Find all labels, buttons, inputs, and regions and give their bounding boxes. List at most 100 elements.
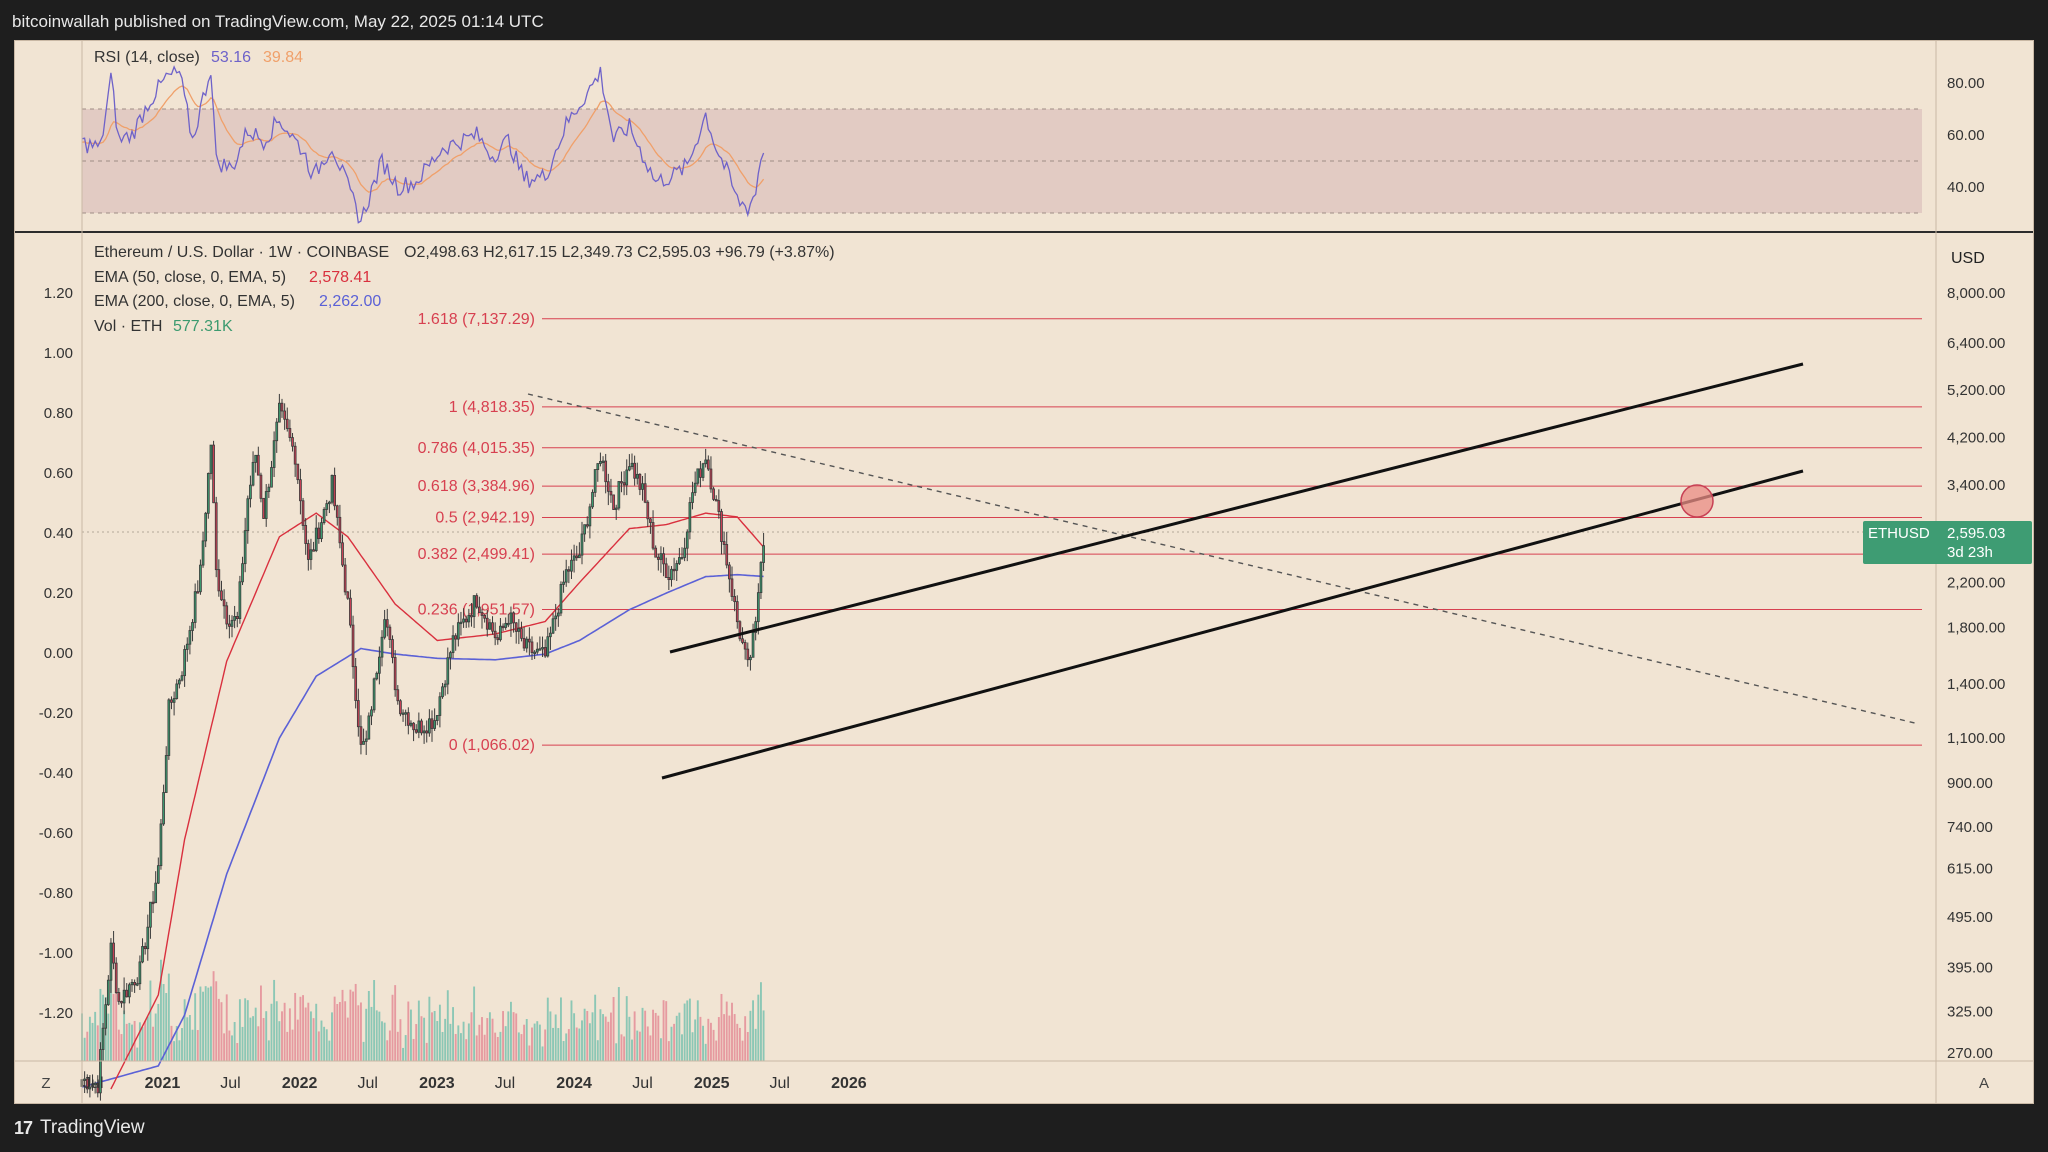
- volume-bar: [504, 1026, 507, 1061]
- volume-bar: [388, 1030, 391, 1061]
- volume-bar: [354, 983, 357, 1061]
- candle-body: [491, 622, 494, 632]
- volume-bar: [302, 995, 304, 1061]
- volume-bar: [738, 1027, 741, 1061]
- candle-body: [528, 638, 531, 643]
- volume-bar: [762, 1010, 765, 1061]
- volume-bar: [86, 1031, 89, 1061]
- candle-body: [372, 678, 376, 711]
- candle-body: [646, 501, 650, 520]
- candle-body: [217, 569, 221, 592]
- candle-body: [683, 547, 686, 558]
- volume-bar: [502, 1011, 504, 1061]
- volume-bar: [286, 1031, 289, 1061]
- volume-bar: [454, 1033, 457, 1061]
- volume-bar: [717, 1017, 720, 1061]
- channel-lower-line: [661, 469, 1804, 780]
- rsi-axis-tick: 40.00: [1947, 179, 1985, 196]
- candle-body: [614, 507, 618, 510]
- candle-body: [262, 497, 265, 519]
- right-axis-tick: 1,800.00: [1947, 620, 2005, 637]
- right-axis[interactable]: 8,000.00 6,400.00 5,200.00 4,200.00 3,400.00…: [1947, 285, 2005, 1062]
- candle-body: [233, 616, 236, 621]
- volume-bar: [402, 1047, 404, 1061]
- candle-body: [664, 563, 668, 578]
- volume-bar: [175, 1026, 178, 1061]
- chart-frame[interactable]: RSI (14, close) 53.16 39.84 1.618 (7,137…: [14, 40, 2034, 1104]
- candle-body: [433, 720, 436, 729]
- volume-bar: [646, 1026, 649, 1061]
- candle-body: [714, 499, 718, 502]
- volume-bar: [96, 1025, 99, 1061]
- volume-bar: [441, 1031, 444, 1061]
- rsi-ma-line: [81, 85, 765, 193]
- right-axis-tick: 5,200.00: [1947, 382, 2005, 399]
- left-axis-tick: 0.40: [44, 525, 73, 542]
- chart-canvas[interactable]: RSI (14, close) 53.16 39.84 1.618 (7,137…: [15, 41, 2034, 1104]
- volume-bar: [644, 1010, 647, 1061]
- candle-body: [609, 490, 613, 496]
- candle-body: [464, 618, 468, 623]
- volume-bar: [510, 1001, 512, 1061]
- candle-body: [393, 657, 397, 691]
- volume-bar: [433, 1010, 436, 1061]
- tradingview-logo-icon[interactable]: 17: [14, 1117, 33, 1138]
- candle-body: [333, 474, 336, 507]
- auto-scale-button[interactable]: A: [1979, 1075, 1989, 1092]
- volume-bar: [412, 1038, 415, 1061]
- candle-body: [617, 481, 621, 509]
- volume-bar: [415, 1024, 418, 1061]
- candle-body: [622, 482, 626, 486]
- candle-body: [170, 699, 173, 703]
- candle-body: [446, 657, 450, 685]
- candle-body: [478, 606, 481, 614]
- candle-body: [162, 792, 165, 825]
- left-axis-tick: -0.40: [39, 765, 73, 782]
- volume-bar: [675, 1015, 678, 1061]
- zoom-button[interactable]: Z: [41, 1075, 50, 1092]
- candle-body: [430, 718, 434, 729]
- candle-body: [472, 595, 476, 617]
- volume-bar: [581, 1020, 583, 1061]
- candle-body: [338, 516, 342, 544]
- volume-bar: [749, 1010, 752, 1061]
- publish-info-text: bitcoinwallah published on TradingView.c…: [12, 12, 544, 31]
- candle-body: [517, 628, 521, 632]
- candle-body: [575, 555, 579, 559]
- volume-bar: [141, 1027, 144, 1061]
- volume-bar: [236, 1043, 239, 1061]
- volume-bar: [210, 986, 212, 1061]
- fib-level-label: 0.236 (1,951.57): [418, 602, 535, 619]
- candle-body: [293, 445, 297, 465]
- candle-body: [304, 525, 308, 544]
- volume-bar: [231, 1035, 233, 1061]
- volume-bar: [346, 1017, 349, 1061]
- candle-body: [470, 614, 473, 618]
- left-axis-tick: -0.80: [39, 885, 73, 902]
- currency-label[interactable]: USD: [1951, 250, 1985, 267]
- volume-bar: [404, 1035, 407, 1061]
- volume-bar: [260, 985, 262, 1061]
- candle-body: [114, 962, 118, 993]
- volume-bar: [362, 1041, 365, 1061]
- volume-bar: [583, 1008, 586, 1061]
- rsi-axis-tick: 60.00: [1947, 127, 1985, 144]
- candle-body: [238, 581, 242, 619]
- candle-body: [83, 1078, 86, 1081]
- candle-body: [654, 547, 658, 558]
- volume-bar: [333, 996, 336, 1061]
- candle-body: [241, 563, 244, 583]
- volume-bar: [744, 1016, 747, 1061]
- candle-body: [499, 625, 502, 641]
- retest-marker: [1680, 484, 1714, 518]
- candle-body: [541, 647, 544, 650]
- candle-body: [591, 491, 594, 508]
- candle-body: [309, 549, 313, 560]
- candle-body: [222, 599, 226, 607]
- volume-bar: [607, 1021, 610, 1061]
- candle-body: [530, 641, 534, 653]
- ema200-line: [81, 573, 764, 1088]
- candle-body: [149, 901, 152, 928]
- candle-body: [635, 473, 639, 479]
- candle-body: [633, 462, 636, 479]
